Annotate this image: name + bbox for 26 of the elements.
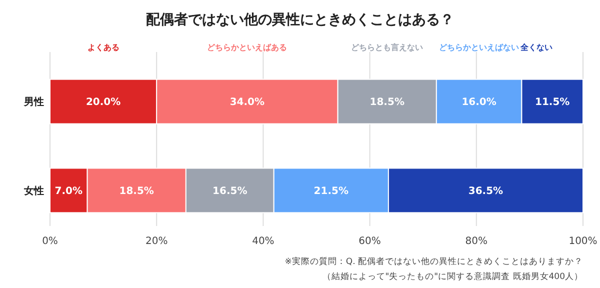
text: 全くない [519,43,552,52]
x-tick-label: 80% [465,236,488,247]
data-label: 11.5% [535,97,570,108]
y-tick-label: 男性 [23,96,44,108]
text: どちらかといえばない [439,43,520,52]
data-label: 7.0% [54,186,83,197]
text: よくある [87,43,120,52]
data-label: 21.5% [314,186,349,197]
text: （結婚によって"失ったもの"に関する意識調査 既婚男女400人） [322,271,583,282]
data-label: 16.0% [462,97,496,108]
text: ※実際の質問：Q. 配偶者ではない他の異性にときめくことはありますか？ [284,256,583,267]
data-label: 18.5% [119,186,154,197]
x-tick-label: 40% [252,236,274,247]
text: どちらとも言えない [351,42,424,52]
data-label: 34.0% [230,97,265,108]
data-label: 20.0% [86,97,121,108]
chart-title: 配偶者ではない他の異性にときめくことはある？ [146,12,454,28]
x-tick-label: 60% [358,236,381,247]
x-tick-label: 20% [145,236,168,247]
data-label: 16.5% [212,186,248,197]
x-tick-label: 0% [42,236,58,247]
x-tick-label: 100% [568,236,598,247]
text: どちらかといえばある [207,43,288,52]
y-tick-label: 女性 [23,184,44,197]
data-label: 18.5% [370,97,404,108]
data-label: 36.5% [468,186,504,197]
